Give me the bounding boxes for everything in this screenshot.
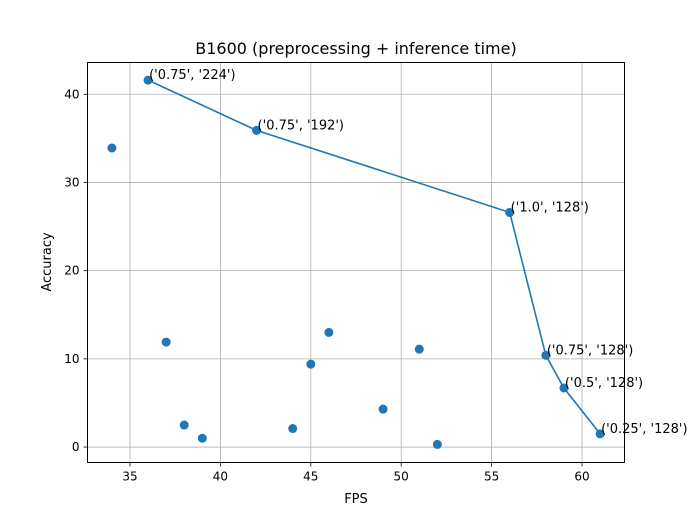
scatter-point [559, 383, 569, 393]
x-tick-label: 50 [394, 470, 409, 484]
x-tick-label: 45 [303, 470, 318, 484]
point-labels: ('0.75', '224') ('0.75', '192') ('1.0', '1… [149, 68, 687, 437]
frontier-point-label: ('0.5', '128') [565, 376, 643, 391]
frontier-point-label: ('1.0', '128') [511, 200, 589, 215]
scatter-point [414, 344, 424, 354]
scatter-points [107, 75, 605, 449]
scatter-point [143, 75, 153, 85]
frontier-point-label: ('0.75', '224') [149, 68, 235, 83]
x-axis-label: FPS [344, 492, 368, 507]
scatter-point [107, 143, 117, 153]
x-tick-label: 55 [484, 470, 499, 484]
y-tick-label: 0 [72, 440, 80, 454]
scatter-point [197, 433, 207, 443]
scatter-point [324, 327, 334, 337]
y-tick-label: 10 [64, 352, 79, 366]
scatter-point [378, 404, 388, 414]
scatter-point [252, 125, 262, 135]
scatter-point [179, 420, 189, 430]
plot-frame [87, 62, 625, 463]
frontier-point-label: ('0.75', '192') [258, 118, 344, 133]
scatter-point [432, 439, 442, 449]
scatter-point [505, 207, 515, 217]
scatter-point [306, 359, 316, 369]
x-tick-label: 35 [122, 470, 137, 484]
chart-title: B1600 (preprocessing + inference time) [195, 39, 516, 58]
y-axis-label: Accuracy [40, 232, 55, 292]
frontier-point-label: ('0.75', '128') [547, 343, 633, 358]
axis-ticks: 35 40 45 50 55 60 0 10 20 30 40 [64, 87, 589, 483]
scatter-point [288, 424, 298, 434]
y-tick-label: 30 [64, 175, 79, 189]
y-tick-label: 20 [64, 264, 79, 278]
scatter-point [541, 350, 551, 360]
frontier-line [147, 79, 601, 435]
x-tick-label: 40 [213, 470, 228, 484]
scatter-point [595, 429, 605, 439]
x-tick-label: 60 [574, 470, 589, 484]
frontier-point-label: ('0.25', '128') [601, 422, 687, 437]
scatter-point [161, 337, 171, 347]
y-tick-label: 40 [64, 87, 79, 101]
frontier-polyline [147, 79, 601, 435]
